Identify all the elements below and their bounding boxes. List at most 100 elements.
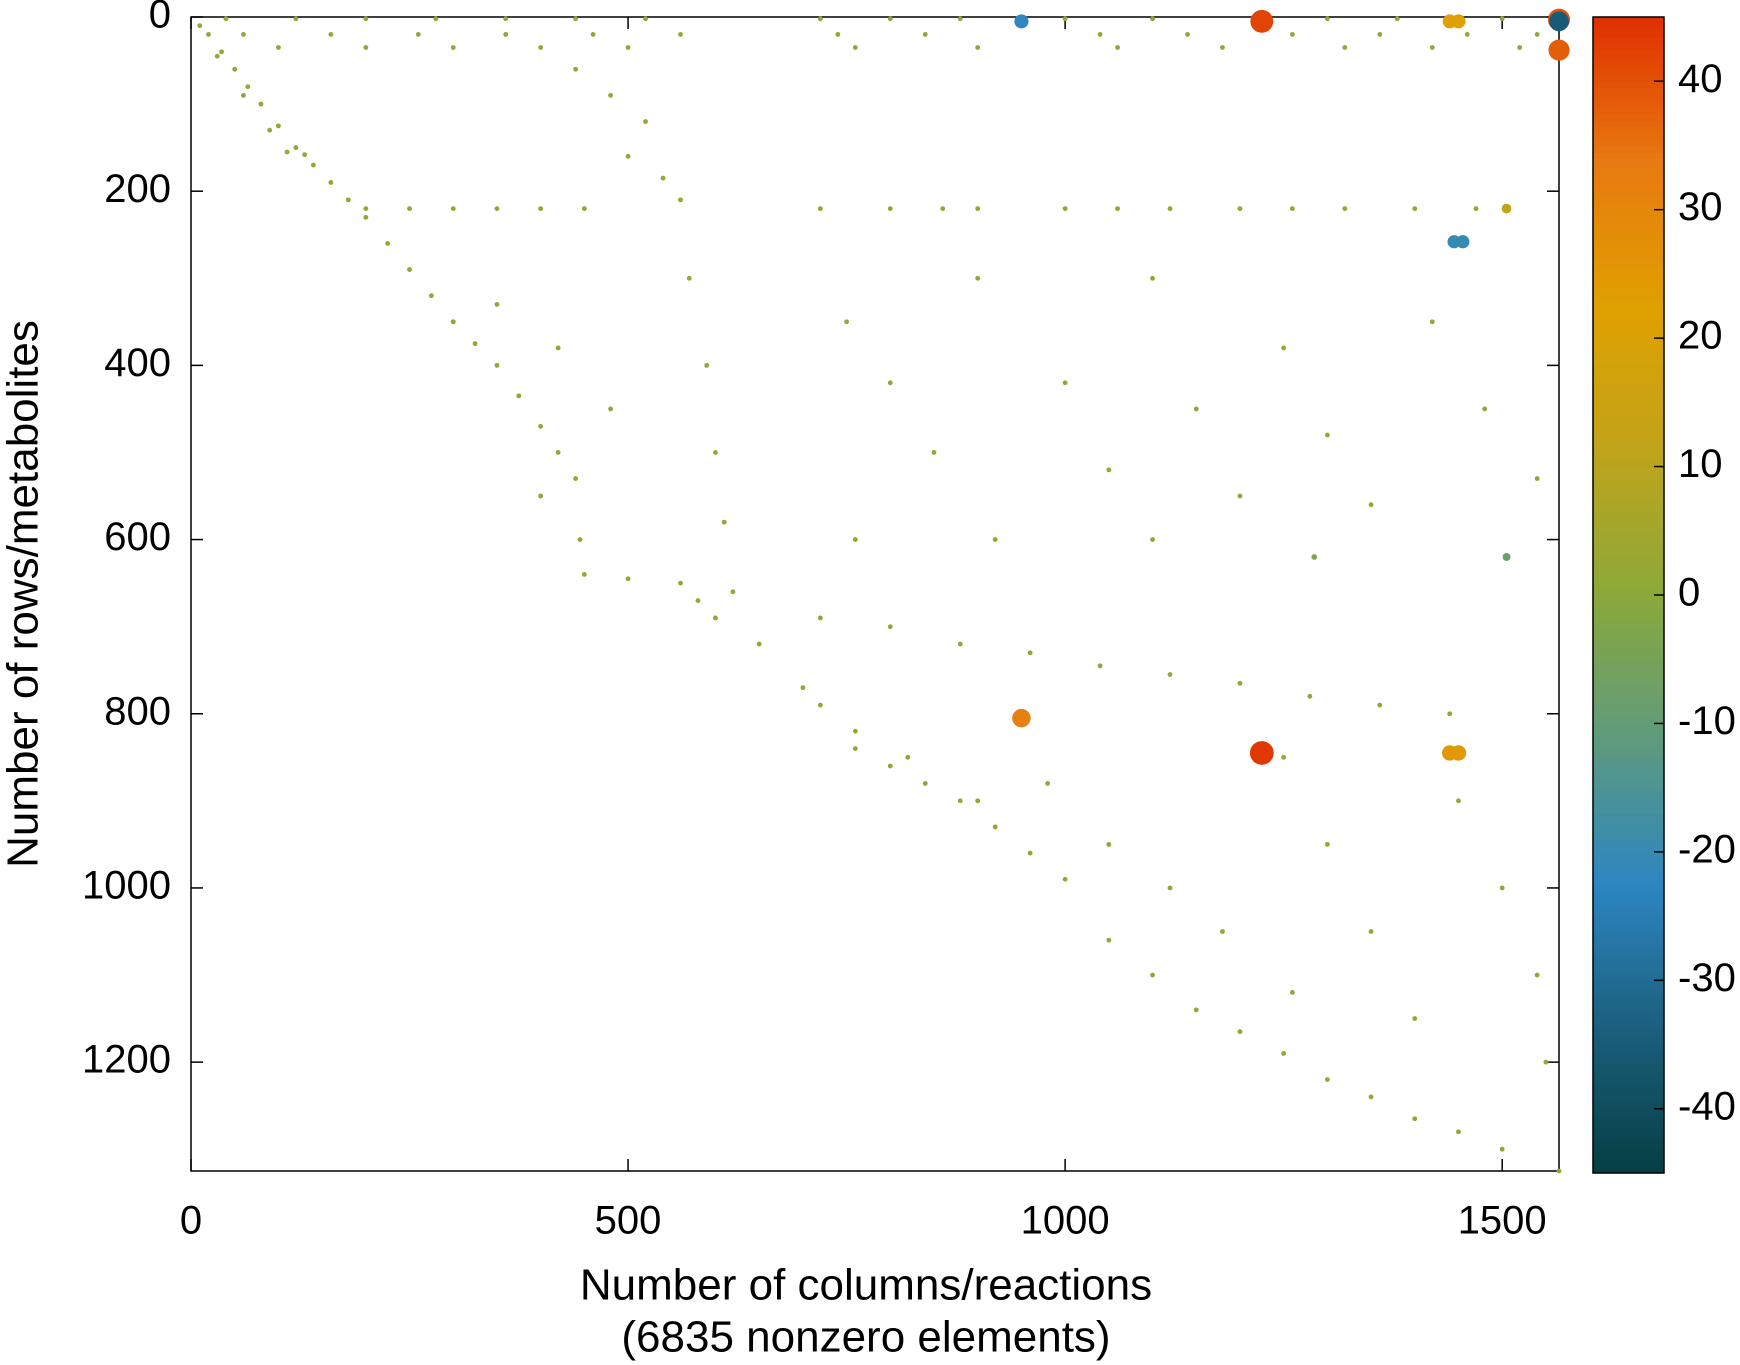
point (1549, 11, 1569, 32)
point (1281, 754, 1287, 760)
point (1394, 16, 1400, 22)
point (643, 119, 648, 124)
point (581, 206, 587, 212)
point (407, 206, 412, 212)
colorbar-segment (1593, 453, 1664, 461)
colorbar-segment (1593, 1108, 1664, 1116)
point (1324, 16, 1330, 22)
colorbar-segment (1593, 1076, 1664, 1084)
colorbar-segment (1593, 857, 1664, 866)
point (538, 206, 544, 212)
colorbar-segment (1593, 883, 1664, 891)
colorbar-segment (1593, 703, 1664, 712)
colorbar-segment (1593, 87, 1664, 95)
point (678, 197, 683, 203)
x-tick-label: 500 (595, 1199, 662, 1243)
colorbar-segment (1593, 215, 1664, 224)
point (363, 16, 369, 22)
point (975, 798, 981, 804)
point (625, 153, 631, 159)
colorbar-segment (1593, 710, 1664, 718)
colorbar-segment (1593, 543, 1664, 551)
point (704, 362, 710, 368)
colorbar-segment (1593, 196, 1664, 204)
point (1556, 1168, 1562, 1174)
colorbar-segment (1593, 170, 1664, 179)
point (887, 16, 893, 22)
point (1249, 741, 1274, 765)
point (494, 301, 500, 307)
point (555, 345, 561, 351)
colorbar-segment (1593, 1005, 1664, 1013)
x-axis-label: Number of columns/reactions (580, 1261, 1152, 1310)
point (284, 149, 290, 155)
point (503, 31, 509, 37)
point (1115, 45, 1120, 50)
point (1237, 680, 1243, 686)
colorbar-segment (1593, 645, 1664, 654)
point (1027, 650, 1033, 656)
colorbar-tick-label: -20 (1678, 827, 1736, 871)
point (625, 576, 631, 582)
colorbar-segment (1593, 241, 1664, 249)
point (1062, 876, 1068, 882)
point (573, 476, 579, 482)
colorbar-segment (1593, 337, 1664, 346)
colorbar-segment (1593, 478, 1664, 487)
point (887, 380, 893, 386)
colorbar-segment (1593, 729, 1664, 737)
point (1342, 45, 1348, 50)
colorbar-segment (1593, 157, 1664, 166)
point (1045, 781, 1051, 786)
colorbar-segment (1593, 555, 1664, 564)
point (428, 293, 434, 299)
colorbar-segment (1593, 1159, 1664, 1168)
colorbar-segment (1593, 697, 1664, 705)
point (1027, 850, 1033, 856)
colorbar-segment (1593, 864, 1664, 872)
colorbar-segment (1593, 716, 1664, 724)
colorbar-segment (1593, 1037, 1664, 1046)
colorbar-segment (1593, 414, 1664, 423)
colorbar-segment (1593, 844, 1664, 853)
plot-frame (190, 16, 1560, 1172)
point (1167, 672, 1173, 677)
point (345, 197, 351, 203)
colorbar-segment (1593, 568, 1664, 577)
point (1097, 31, 1103, 37)
point (1193, 1007, 1199, 1013)
point (450, 206, 456, 212)
point (844, 319, 850, 325)
point (516, 393, 522, 399)
colorbar-segment (1593, 633, 1664, 641)
point (730, 589, 736, 595)
point (905, 754, 911, 760)
colorbar-segment (1593, 1011, 1664, 1020)
colorbar-segment (1593, 125, 1664, 134)
point (1482, 406, 1488, 412)
point (1324, 1077, 1330, 1082)
colorbar-segment (1593, 292, 1664, 301)
colorbar-segment (1593, 947, 1664, 956)
colorbar-segment (1593, 138, 1664, 146)
colorbar-segment (1593, 793, 1664, 802)
point (1289, 990, 1295, 995)
point (538, 493, 544, 499)
point (1429, 319, 1435, 325)
colorbar-segment (1593, 305, 1664, 313)
point (1281, 1051, 1287, 1056)
colorbar-segment (1593, 1050, 1664, 1058)
colorbar-segment (1593, 1140, 1664, 1148)
colorbar-segment (1593, 870, 1664, 879)
colorbar-segment (1593, 247, 1664, 256)
colorbar-segment (1593, 530, 1664, 538)
colorbar-segment (1593, 825, 1664, 834)
colorbar-segment (1593, 356, 1664, 365)
colorbar-segment (1593, 889, 1664, 898)
x-axis-label: (6835 nonzero elements) (621, 1313, 1110, 1362)
point (433, 16, 439, 22)
colorbar-segment (1593, 382, 1664, 390)
point (1377, 31, 1383, 37)
point (450, 319, 456, 325)
